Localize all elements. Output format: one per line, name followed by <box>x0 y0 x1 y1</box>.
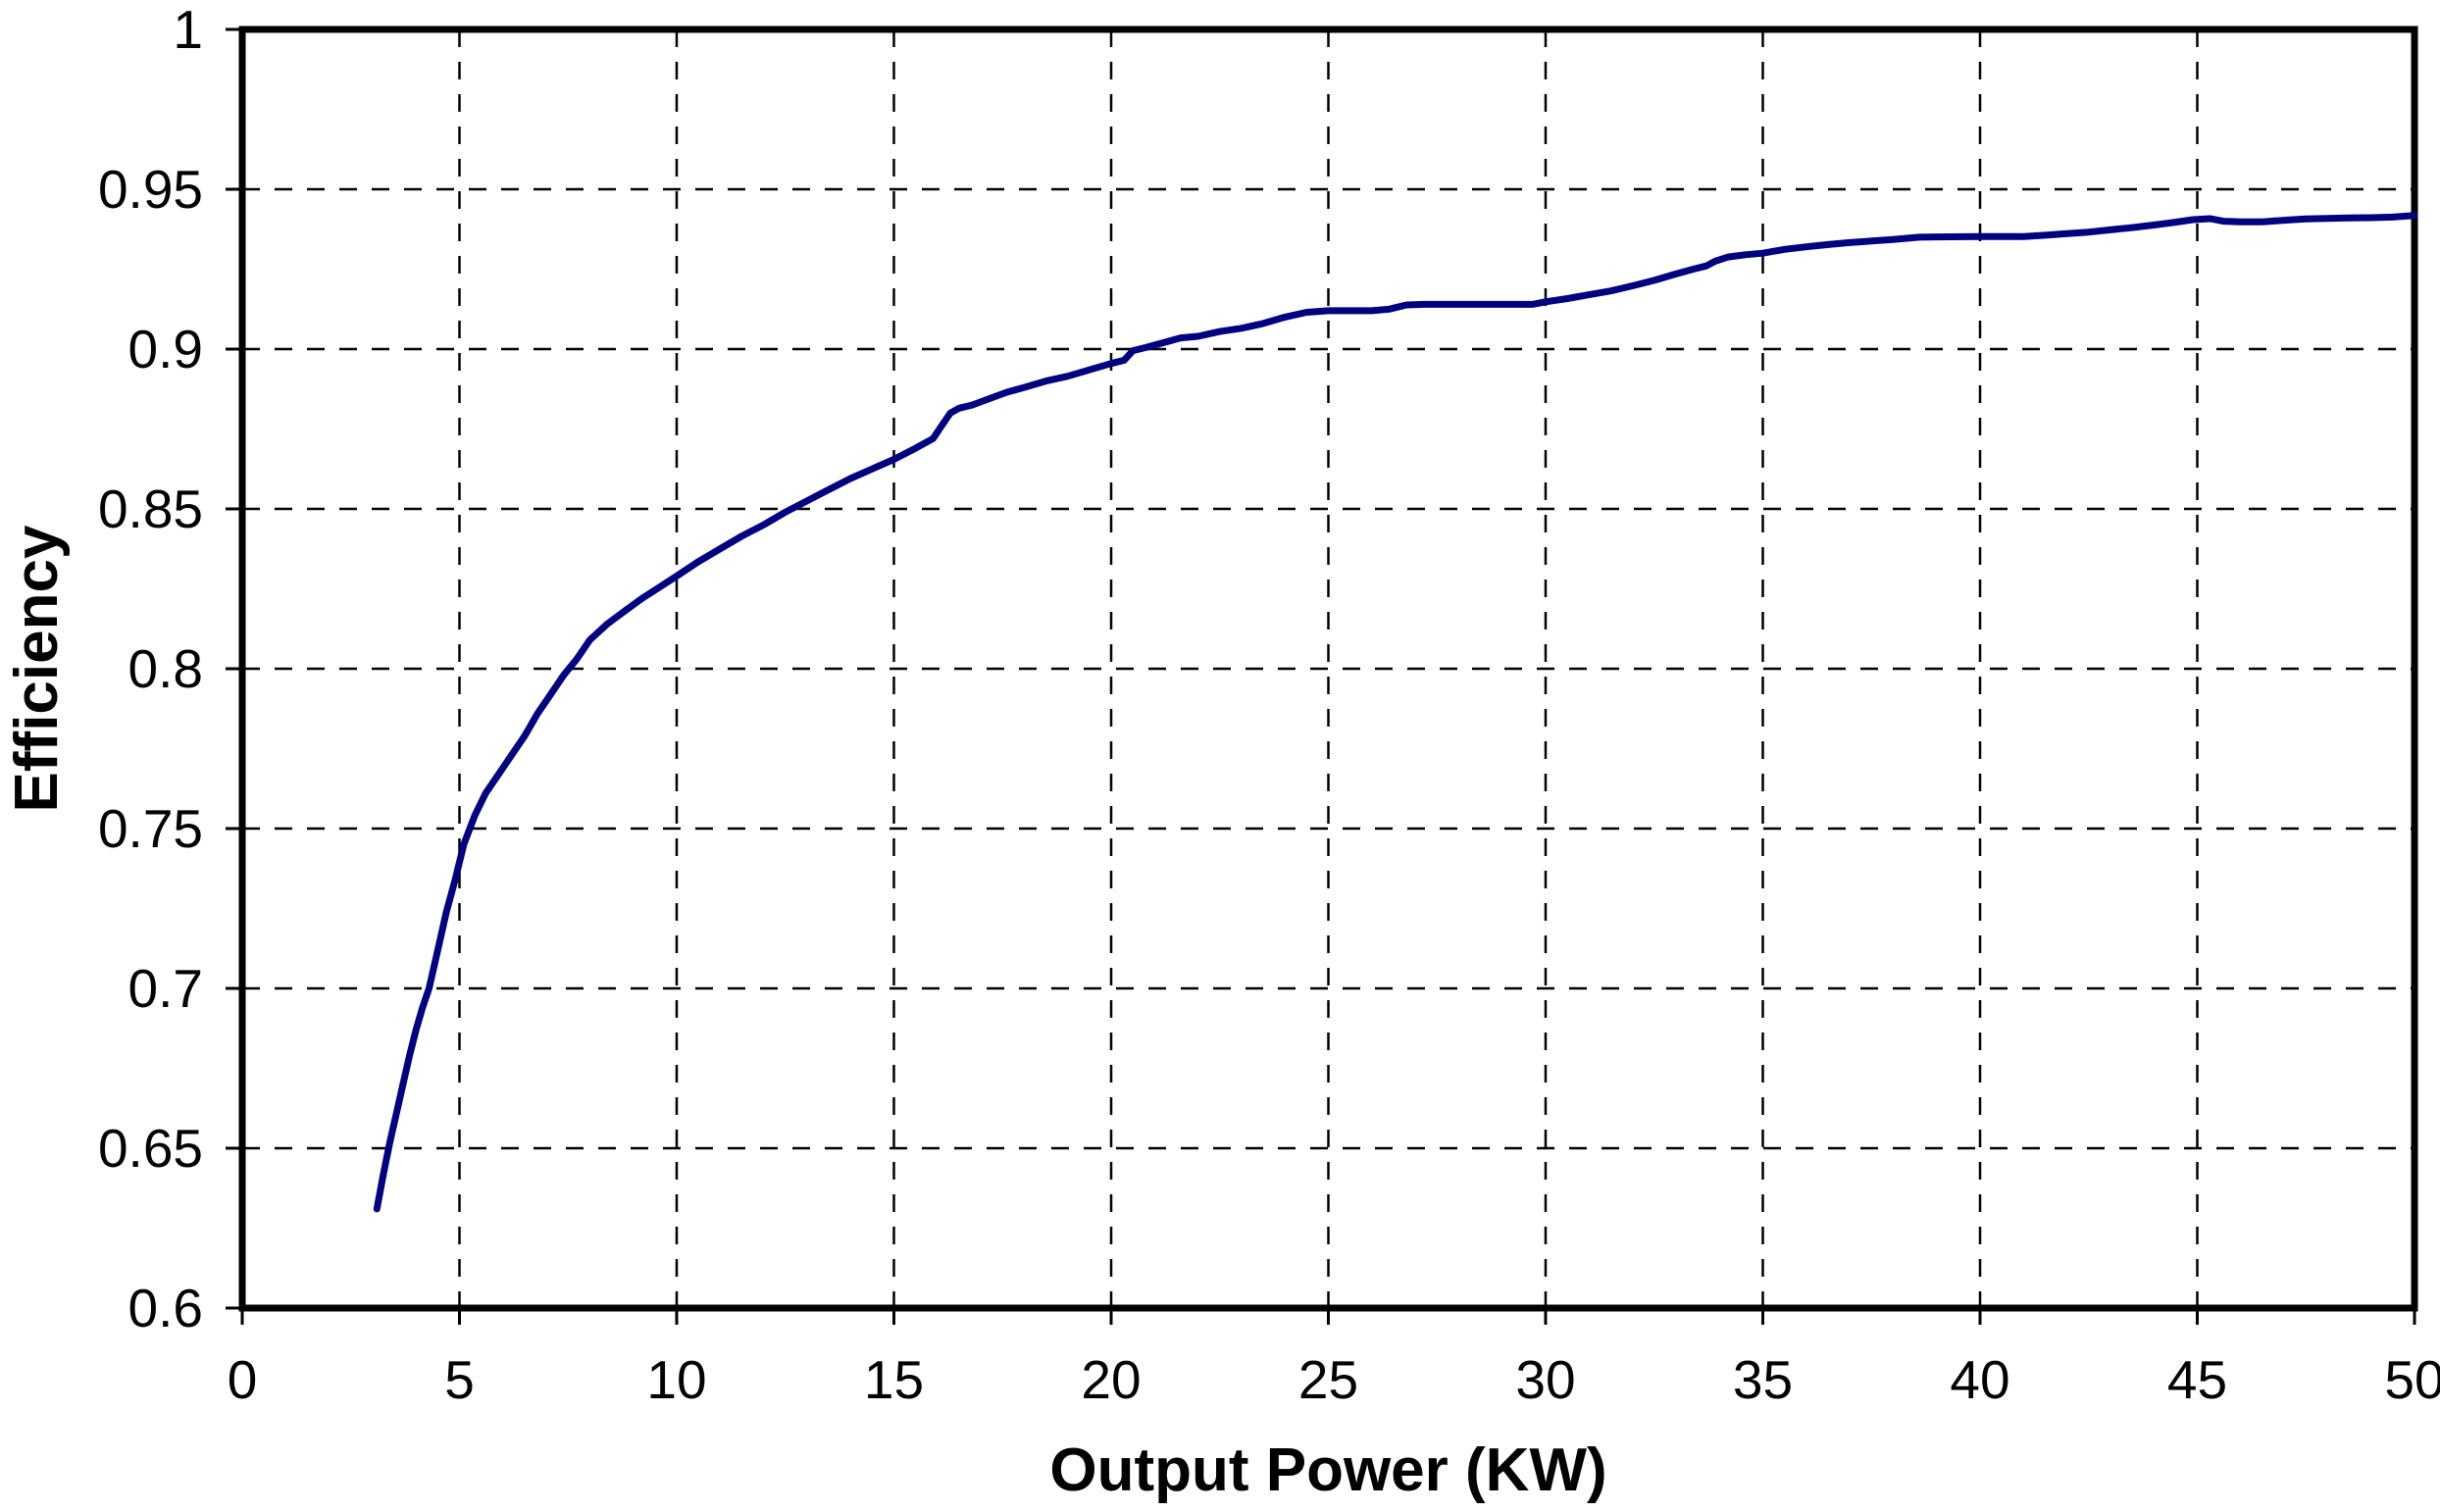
x-tick-labels: 0 5 10 15 20 25 30 35 40 45 50 <box>228 1349 2440 1410</box>
y-tick-label: 0.75 <box>98 798 203 859</box>
x-tick-label: 35 <box>1733 1349 1793 1410</box>
y-tick-label: 0.9 <box>128 319 203 379</box>
x-tick-label: 40 <box>1950 1349 2009 1410</box>
y-tick-label: 0.7 <box>128 958 203 1019</box>
efficiency-curve <box>373 212 2418 1213</box>
x-tick-label: 50 <box>2384 1349 2440 1410</box>
x-tick-label: 30 <box>1515 1349 1575 1410</box>
y-tick-label: 0.6 <box>128 1278 203 1338</box>
axis-tick-marks <box>226 27 2416 1325</box>
y-tick-label: 0.65 <box>98 1118 203 1179</box>
y-tick-label: 0.95 <box>98 159 203 220</box>
x-tick-label: 10 <box>646 1349 706 1410</box>
x-tick-label: 15 <box>864 1349 924 1410</box>
y-tick-label: 0.8 <box>128 638 203 699</box>
x-tick-label: 20 <box>1081 1349 1141 1410</box>
x-tick-label: 25 <box>1298 1349 1358 1410</box>
y-gridlines <box>242 187 2415 1150</box>
y-tick-labels: 0.6 0.65 0.7 0.75 0.8 0.85 0.9 0.95 1 <box>98 0 203 1338</box>
y-tick-label: 0.85 <box>98 479 203 539</box>
x-tick-label: 0 <box>228 1349 258 1410</box>
x-tick-label: 5 <box>444 1349 475 1410</box>
x-tick-label: 45 <box>2167 1349 2227 1410</box>
y-tick-label: 1 <box>173 0 203 60</box>
y-axis-title: Efficiency <box>3 525 71 812</box>
plot-border <box>238 25 2418 1312</box>
x-axis-title: Output Power (KW) <box>1049 1436 1606 1504</box>
data-series <box>373 212 2418 1213</box>
